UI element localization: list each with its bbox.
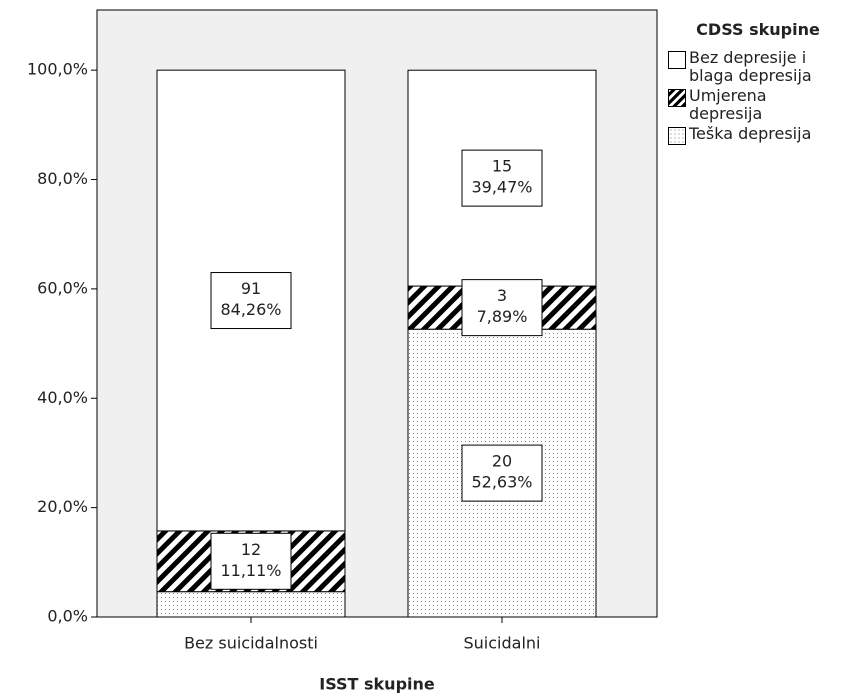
y-tick-label: 20,0% bbox=[37, 497, 88, 516]
legend-label: Bez depresije i blaga depresija bbox=[689, 48, 812, 85]
x-axis-title: ISST skupine bbox=[319, 675, 435, 694]
data-label: 3 7,89% bbox=[461, 279, 543, 337]
data-label-count: 15 bbox=[492, 157, 512, 176]
y-tick-label: 40,0% bbox=[37, 388, 88, 407]
legend: CDSS skupine Bez depresije i blaga depre… bbox=[668, 20, 848, 147]
data-label: 12 11,11% bbox=[210, 532, 292, 590]
legend-swatch bbox=[668, 127, 686, 145]
legend-label: Teška depresija bbox=[689, 124, 812, 143]
y-tick-label: 0,0% bbox=[47, 607, 88, 626]
data-label-count: 91 bbox=[241, 279, 261, 298]
data-label-count: 3 bbox=[497, 286, 507, 305]
data-label-count: 12 bbox=[241, 540, 261, 559]
y-tick-label: 60,0% bbox=[37, 278, 88, 297]
bar-segment bbox=[156, 591, 346, 618]
data-label-percent: 84,26% bbox=[220, 300, 281, 319]
legend-swatch bbox=[668, 51, 686, 69]
y-tick-label: 80,0% bbox=[37, 169, 88, 188]
data-label-percent: 39,47% bbox=[471, 178, 532, 197]
legend-label: Umjerena depresija bbox=[689, 86, 767, 123]
y-tick-label: 100,0% bbox=[27, 60, 88, 79]
legend-swatch bbox=[668, 89, 686, 107]
data-label-box bbox=[461, 279, 543, 337]
legend-item: Bez depresije i blaga depresija bbox=[668, 49, 848, 85]
legend-item: Teška depresija bbox=[668, 125, 848, 145]
data-label-percent: 11,11% bbox=[220, 561, 281, 580]
data-label-count: 20 bbox=[492, 452, 512, 471]
data-label-percent: 7,89% bbox=[477, 307, 528, 326]
data-label-box bbox=[461, 444, 543, 502]
data-label: 15 39,47% bbox=[461, 149, 543, 207]
data-label-box bbox=[461, 149, 543, 207]
x-tick-label: Bez suicidalnosti bbox=[184, 634, 318, 653]
legend-title: CDSS skupine bbox=[696, 20, 820, 39]
x-tick-label: Suicidalni bbox=[464, 634, 541, 653]
data-label-box bbox=[210, 272, 292, 330]
data-label-percent: 52,63% bbox=[471, 473, 532, 492]
legend-item: Umjerena depresija bbox=[668, 87, 848, 123]
data-label: 91 84,26% bbox=[210, 272, 292, 330]
data-label-box bbox=[210, 532, 292, 590]
data-label: 20 52,63% bbox=[461, 444, 543, 502]
